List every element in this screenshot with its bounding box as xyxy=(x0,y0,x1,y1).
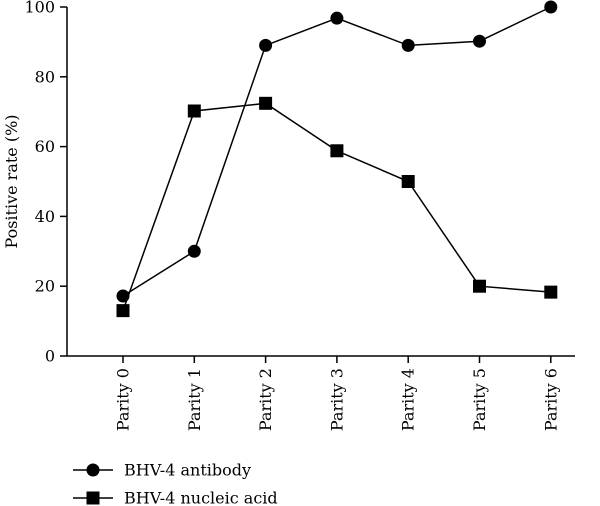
data-point xyxy=(259,38,273,52)
series-line xyxy=(122,102,551,311)
y-tick-label: 40 xyxy=(35,207,55,226)
series-1 xyxy=(116,0,558,303)
data-point xyxy=(401,38,415,52)
y-tick-label: 0 xyxy=(45,347,55,366)
legend-label: BHV-4 antibody xyxy=(124,461,251,480)
legend-marker xyxy=(86,491,100,505)
series-2 xyxy=(116,96,558,318)
y-tick-label: 80 xyxy=(35,67,55,86)
data-point xyxy=(401,175,415,188)
data-point xyxy=(116,289,130,303)
y-tick-label: 100 xyxy=(24,0,55,17)
data-point xyxy=(473,34,486,48)
x-tick-label: Parity 2 xyxy=(256,368,275,431)
data-point xyxy=(330,11,344,25)
legend-label: BHV-4 nucleic acid xyxy=(124,489,278,506)
y-tick-label: 60 xyxy=(35,137,55,156)
data-point xyxy=(544,285,558,299)
legend: BHV-4 antibody BHV-4 nucleic acid xyxy=(73,461,278,506)
x-axis-ticks: Parity 0 Parity 1 Parity 2 Parity 3 Parity 4… xyxy=(114,356,560,431)
data-point xyxy=(544,0,558,14)
legend-marker xyxy=(86,463,100,477)
x-tick-label: Parity 0 xyxy=(114,368,133,431)
series-layer xyxy=(116,0,558,318)
x-tick-label: Parity 4 xyxy=(399,368,418,431)
y-tick-label: 20 xyxy=(35,277,55,296)
y-axis-ticks: 0 20 40 60 80 100 xyxy=(24,0,67,366)
y-axis-label: Positive rate (%) xyxy=(2,114,21,248)
data-point xyxy=(330,144,344,158)
axes xyxy=(66,7,575,357)
data-point xyxy=(259,96,273,110)
data-point xyxy=(473,279,486,293)
x-tick-label: Parity 6 xyxy=(541,368,560,431)
legend-item: BHV-4 antibody xyxy=(73,461,251,480)
x-tick-label: Parity 1 xyxy=(185,368,204,431)
data-point xyxy=(187,104,201,118)
x-tick-label: Parity 5 xyxy=(470,368,489,431)
legend-item: BHV-4 nucleic acid xyxy=(73,489,278,506)
x-tick-label: Parity 3 xyxy=(327,368,346,431)
data-point xyxy=(116,304,130,318)
data-point xyxy=(187,244,201,258)
